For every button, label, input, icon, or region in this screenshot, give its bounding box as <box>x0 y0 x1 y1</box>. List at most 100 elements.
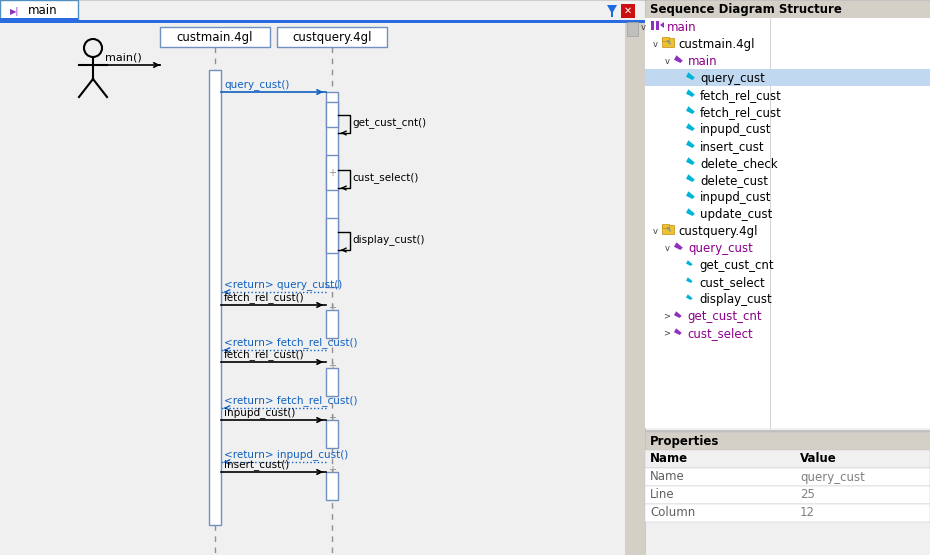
Text: display_cust: display_cust <box>699 293 772 306</box>
Text: +: + <box>328 168 336 178</box>
Bar <box>645 430 930 432</box>
Text: fetch_rel_cust: fetch_rel_cust <box>700 106 782 119</box>
Text: inpupd_cust(): inpupd_cust() <box>224 407 296 418</box>
Polygon shape <box>686 140 695 148</box>
Text: custmain.4gl: custmain.4gl <box>177 31 253 43</box>
Text: main(): main() <box>105 52 141 62</box>
Text: <return> fetch_rel_cust(): <return> fetch_rel_cust() <box>224 337 357 348</box>
Polygon shape <box>660 22 664 28</box>
Text: main: main <box>667 21 697 34</box>
Text: Line: Line <box>650 488 674 502</box>
Bar <box>326 472 338 500</box>
Text: <return> query_cust(): <return> query_cust() <box>224 279 342 290</box>
Text: display_cust(): display_cust() <box>352 234 424 245</box>
Text: delete_check: delete_check <box>700 157 777 170</box>
Text: cust_select: cust_select <box>687 327 752 340</box>
Text: v: v <box>653 227 658 236</box>
Polygon shape <box>674 243 683 250</box>
Text: inpupd_cust: inpupd_cust <box>700 191 772 204</box>
Text: get_cust_cnt: get_cust_cnt <box>687 310 762 323</box>
Polygon shape <box>686 107 695 114</box>
Text: custmain.4gl: custmain.4gl <box>678 38 754 51</box>
Text: +: + <box>328 413 336 423</box>
Text: main: main <box>688 55 718 68</box>
Text: query_cust(): query_cust() <box>224 79 289 90</box>
Bar <box>0 18 78 20</box>
Text: v: v <box>641 23 645 32</box>
Text: inpupd_cust: inpupd_cust <box>700 123 772 136</box>
Bar <box>326 218 338 253</box>
Polygon shape <box>674 56 683 63</box>
Text: fetch_rel_cust(): fetch_rel_cust() <box>224 292 305 303</box>
Text: delete_cust: delete_cust <box>700 174 768 187</box>
Polygon shape <box>686 174 695 182</box>
Polygon shape <box>686 208 695 216</box>
Text: 12: 12 <box>800 507 815 519</box>
Bar <box>645 468 930 486</box>
Text: query_cust: query_cust <box>700 72 764 85</box>
Text: insert_cust(): insert_cust() <box>224 459 289 470</box>
Text: cust_select: cust_select <box>699 276 764 289</box>
Bar <box>656 21 659 30</box>
Polygon shape <box>686 123 695 131</box>
Text: Name: Name <box>650 452 688 466</box>
Bar <box>625 22 640 555</box>
Text: custquery.4gl: custquery.4gl <box>292 31 372 43</box>
Bar <box>645 450 930 468</box>
Text: v: v <box>665 57 670 66</box>
Bar <box>662 37 669 41</box>
Text: insert_cust: insert_cust <box>700 140 764 153</box>
Text: +: + <box>328 361 336 371</box>
Bar <box>645 18 930 428</box>
Text: Name: Name <box>650 471 684 483</box>
Bar <box>651 21 654 30</box>
Text: 25: 25 <box>800 488 815 502</box>
Bar <box>326 155 338 190</box>
Bar <box>0 0 640 555</box>
Polygon shape <box>607 5 617 17</box>
Text: +: + <box>328 465 336 475</box>
Text: Column: Column <box>650 507 696 519</box>
Polygon shape <box>686 260 693 266</box>
Text: get_cust_cnt: get_cust_cnt <box>699 259 774 272</box>
Text: ✎: ✎ <box>665 39 671 46</box>
Polygon shape <box>686 157 695 165</box>
Bar <box>627 22 638 36</box>
Text: >: > <box>663 312 671 321</box>
Bar <box>0 0 78 20</box>
Text: fetch_rel_cust: fetch_rel_cust <box>700 89 782 102</box>
Polygon shape <box>674 311 682 318</box>
Polygon shape <box>686 294 693 300</box>
Polygon shape <box>686 278 693 283</box>
Bar <box>645 69 930 86</box>
Text: Value: Value <box>800 452 837 466</box>
Text: main: main <box>28 3 58 17</box>
Text: <return> fetch_rel_cust(): <return> fetch_rel_cust() <box>224 395 357 406</box>
Bar <box>326 102 338 127</box>
Text: update_cust: update_cust <box>700 208 773 221</box>
Bar <box>0 20 645 23</box>
Bar <box>645 432 930 450</box>
Bar <box>326 368 338 396</box>
Text: ▶|: ▶| <box>10 7 20 16</box>
Bar <box>209 70 221 525</box>
Polygon shape <box>686 72 695 80</box>
Polygon shape <box>686 191 695 199</box>
Polygon shape <box>674 329 682 335</box>
Text: query_cust: query_cust <box>688 242 753 255</box>
Bar <box>326 310 338 338</box>
Text: custquery.4gl: custquery.4gl <box>678 225 758 238</box>
Text: fetch_rel_cust(): fetch_rel_cust() <box>224 349 305 360</box>
Bar <box>621 4 635 18</box>
Text: ✎: ✎ <box>665 226 671 233</box>
Bar <box>662 38 674 47</box>
Text: query_cust: query_cust <box>800 471 865 483</box>
Bar <box>160 27 270 47</box>
Bar <box>645 504 930 522</box>
Bar <box>645 0 930 18</box>
Text: cust_select(): cust_select() <box>352 172 418 183</box>
Bar <box>277 27 387 47</box>
Text: Properties: Properties <box>650 435 720 447</box>
Text: +: + <box>328 303 336 313</box>
Bar <box>645 0 930 555</box>
